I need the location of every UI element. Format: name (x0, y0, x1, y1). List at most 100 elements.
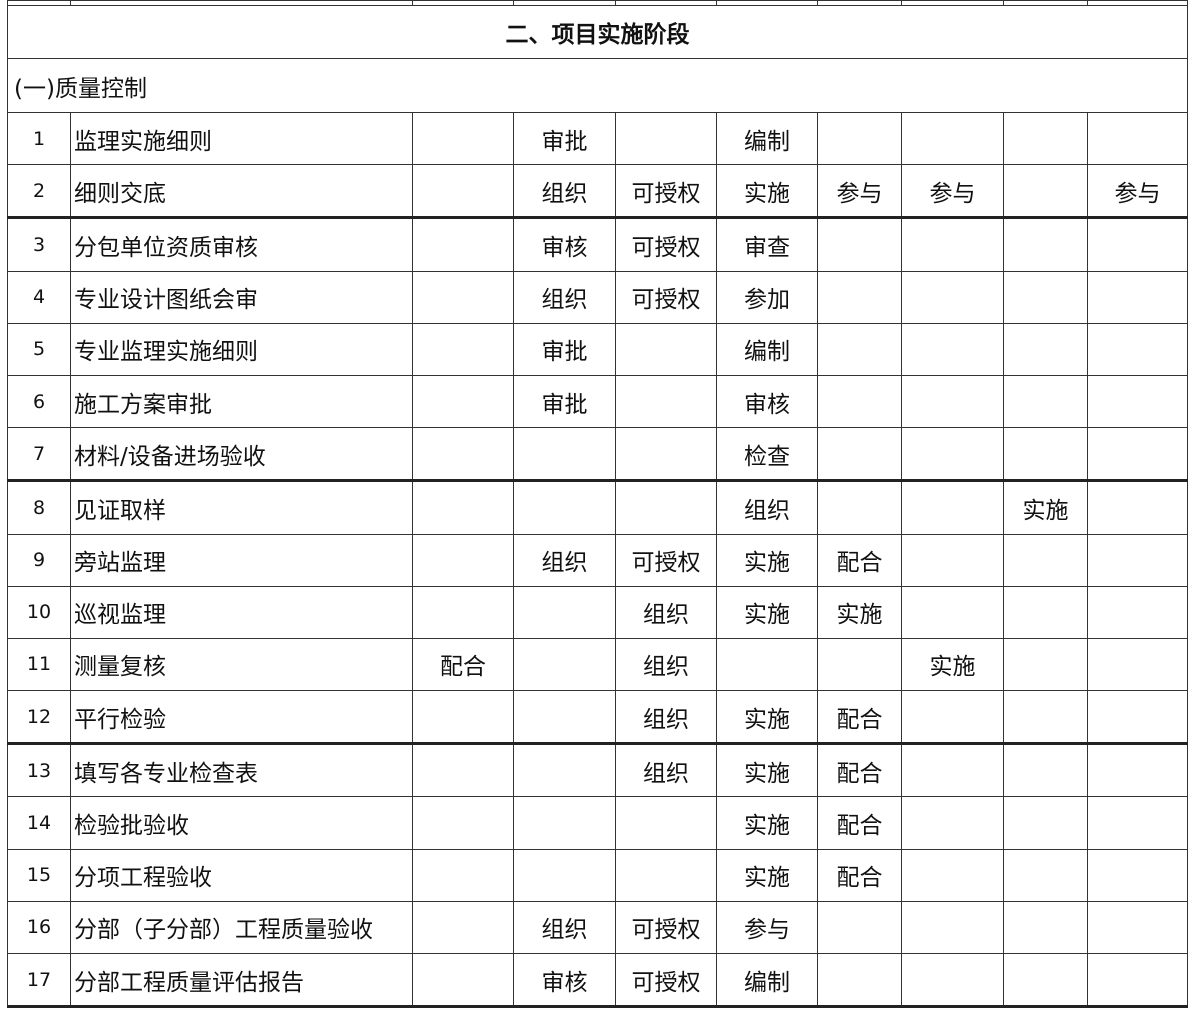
item-name: 细则交底 (70, 164, 413, 220)
role-cell: 组织 (513, 533, 616, 587)
role-cell: 实施 (1003, 480, 1088, 535)
role-cell: 配合 (817, 690, 902, 746)
role-cell (1003, 374, 1088, 429)
role-cell (1003, 164, 1088, 220)
role-cell (901, 848, 1004, 902)
role-cell (901, 533, 1004, 587)
role-cell: 可授权 (615, 270, 717, 324)
table-body: 二、项目实施阶段 (一)质量控制 1 监理实施细则 审批 编制 2 细则交底 组织 可授权 实施… (7, 0, 1188, 1009)
role-cell: 配合 (817, 796, 902, 850)
row-number: 9 (7, 533, 71, 587)
role-cell: 实施 (716, 585, 818, 639)
table-row: 15 分项工程验收 实施 配合 (7, 848, 1188, 902)
role-cell (901, 796, 1004, 850)
role-cell: 组织 (615, 585, 717, 639)
role-cell: 实施 (817, 585, 902, 639)
table-row: 4 专业设计图纸会审 组织 可授权 参加 (7, 270, 1188, 324)
role-cell (412, 952, 514, 1009)
role-cell (513, 427, 616, 483)
item-name: 旁站监理 (70, 533, 413, 587)
table-row: 3 分包单位资质审核 审核 可授权 审查 (7, 217, 1188, 272)
role-cell: 审批 (513, 322, 616, 376)
item-name: 材料/设备进场验收 (70, 427, 413, 483)
role-cell: 审批 (513, 111, 616, 166)
role-cell (1003, 796, 1088, 850)
table-row: 7 材料/设备进场验收 检查 (7, 427, 1188, 483)
table-row: 5 专业监理实施细则 审批 编制 (7, 322, 1188, 376)
title-row: 二、项目实施阶段 (7, 5, 1188, 59)
role-cell (817, 270, 902, 324)
role-cell: 组织 (615, 637, 717, 692)
role-cell (1087, 270, 1188, 324)
table-row: 13 填写各专业检查表 组织 实施 配合 (7, 743, 1188, 798)
role-cell (513, 743, 616, 798)
section-row: (一)质量控制 (7, 58, 1188, 113)
role-cell (615, 111, 717, 166)
role-cell: 审查 (716, 217, 818, 272)
role-cell (1087, 637, 1188, 692)
role-cell (817, 480, 902, 535)
role-cell (1087, 900, 1188, 955)
role-cell (1003, 743, 1088, 798)
item-name: 监理实施细则 (70, 111, 413, 166)
role-cell: 实施 (716, 164, 818, 220)
role-cell: 配合 (817, 848, 902, 902)
role-cell: 可授权 (615, 533, 717, 587)
role-cell (817, 374, 902, 429)
section-title: (一)质量控制 (7, 58, 1188, 113)
role-cell (1087, 322, 1188, 376)
item-name: 巡视监理 (70, 585, 413, 639)
role-cell (1087, 427, 1188, 483)
item-name: 分项工程验收 (70, 848, 413, 902)
row-number: 1 (7, 111, 71, 166)
role-cell (901, 585, 1004, 639)
role-cell (901, 743, 1004, 798)
role-cell: 实施 (901, 637, 1004, 692)
role-cell (412, 848, 514, 902)
table-row: 9 旁站监理 组织 可授权 实施 配合 (7, 533, 1188, 587)
role-cell: 编制 (716, 952, 818, 1009)
role-cell (412, 374, 514, 429)
role-cell (901, 270, 1004, 324)
role-cell: 检查 (716, 427, 818, 483)
role-cell: 实施 (716, 796, 818, 850)
role-cell: 配合 (412, 637, 514, 692)
item-name: 分部工程质量评估报告 (70, 952, 413, 1009)
role-cell (1003, 427, 1088, 483)
table-title: 二、项目实施阶段 (7, 5, 1188, 59)
role-cell (1003, 217, 1088, 272)
role-cell: 审核 (716, 374, 818, 429)
role-cell (901, 480, 1004, 535)
role-cell (1003, 322, 1088, 376)
role-cell: 参与 (716, 900, 818, 955)
row-number: 3 (7, 217, 71, 272)
row-number: 8 (7, 480, 71, 535)
role-cell (817, 900, 902, 955)
role-cell (1003, 952, 1088, 1009)
role-cell (513, 480, 616, 535)
table-row: 1 监理实施细则 审批 编制 (7, 111, 1188, 166)
role-cell: 组织 (513, 164, 616, 220)
role-cell (513, 848, 616, 902)
role-cell: 编制 (716, 111, 818, 166)
role-cell (901, 690, 1004, 746)
role-cell (1003, 637, 1088, 692)
item-name: 专业设计图纸会审 (70, 270, 413, 324)
role-cell (412, 796, 514, 850)
role-cell: 实施 (716, 690, 818, 746)
role-cell (817, 637, 902, 692)
role-cell: 组织 (716, 480, 818, 535)
role-cell (412, 217, 514, 272)
table-row: 8 见证取样 组织 实施 (7, 480, 1188, 535)
role-cell (412, 164, 514, 220)
role-cell (615, 796, 717, 850)
table-row: 10 巡视监理 组织 实施 实施 (7, 585, 1188, 639)
role-cell (1003, 690, 1088, 746)
row-number: 14 (7, 796, 71, 850)
role-cell (1087, 743, 1188, 798)
role-cell (412, 427, 514, 483)
role-cell: 配合 (817, 533, 902, 587)
item-name: 见证取样 (70, 480, 413, 535)
role-cell (615, 480, 717, 535)
row-number: 13 (7, 743, 71, 798)
